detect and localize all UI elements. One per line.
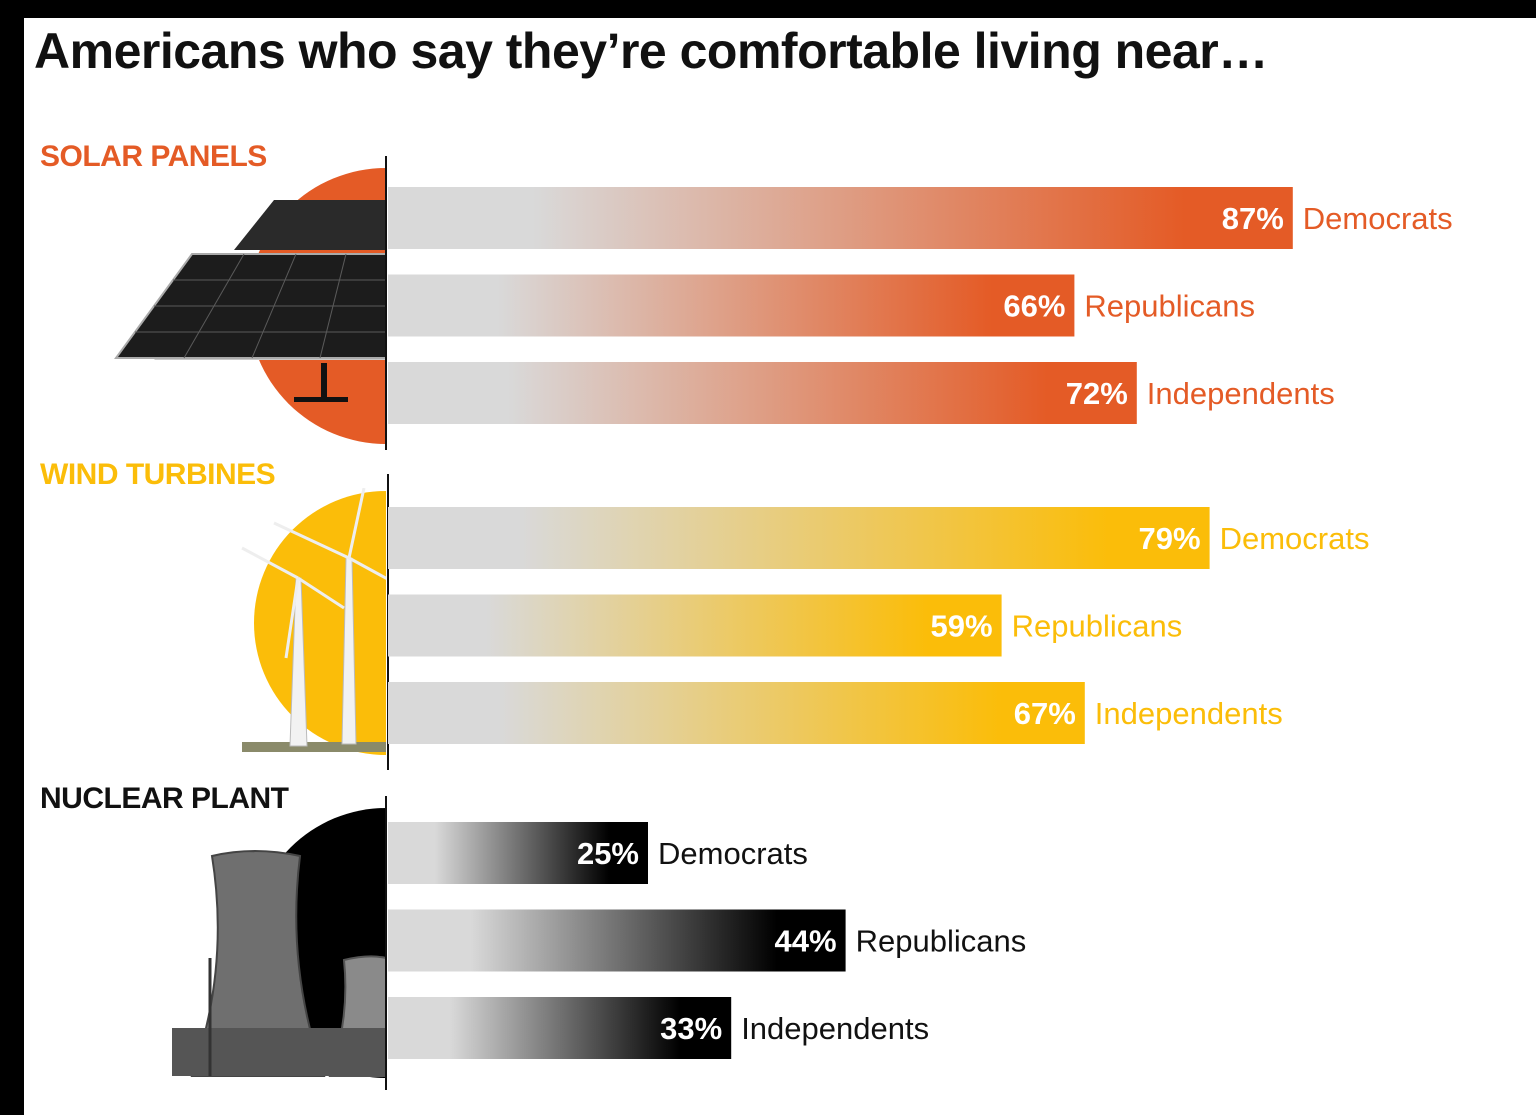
bar-wind-democrats [388,507,1210,569]
bar-solar-independents [388,362,1137,424]
bar-wind-independents [388,682,1085,744]
series-label-solar-republicans: Republicans [1084,289,1255,324]
value-label-solar-democrats: 87% [1222,201,1284,236]
value-label-nuclear-independents: 33% [660,1011,722,1046]
bar-nuclear-democrats [388,822,648,884]
bar-nuclear-independents [388,997,732,1059]
series-label-wind-republicans: Republicans [1012,609,1183,644]
series-label-wind-independents: Independents [1095,696,1283,731]
value-label-wind-republicans: 59% [931,609,993,644]
group-label-wind: WIND TURBINES [40,458,276,491]
wind-turbine-icon [241,488,386,755]
series-label-nuclear-republicans: Republicans [856,924,1027,959]
value-label-nuclear-republicans: 44% [775,924,837,959]
series-label-solar-independents: Independents [1147,376,1335,411]
cooling-tower-icon [172,808,386,1078]
series-label-nuclear-independents: Independents [741,1011,929,1046]
chart-canvas: Americans who say they’re comfortable li… [24,18,1536,1115]
bar-solar-republicans [388,274,1075,337]
solar-panel-icon [114,168,386,444]
value-label-solar-republicans: 66% [1003,289,1065,324]
series-label-nuclear-democrats: Democrats [658,836,808,871]
chart-title: Americans who say they’re comfortable li… [34,23,1268,79]
group-label-solar: SOLAR PANELS [40,140,267,173]
value-label-wind-democrats: 79% [1139,521,1201,556]
bar-wind-republicans [388,594,1002,657]
value-label-nuclear-democrats: 25% [577,836,639,871]
value-label-solar-independents: 72% [1066,376,1128,411]
chart-plot: 87% Democrats 66% Republicans 72% Independent… [114,156,1453,1090]
series-label-solar-democrats: Democrats [1303,201,1453,236]
series-label-wind-democrats: Democrats [1220,521,1370,556]
bar-nuclear-republicans [388,909,846,972]
bar-solar-democrats [388,187,1293,249]
group-label-nuclear: NUCLEAR PLANT [40,782,289,815]
value-label-wind-independents: 67% [1014,696,1076,731]
